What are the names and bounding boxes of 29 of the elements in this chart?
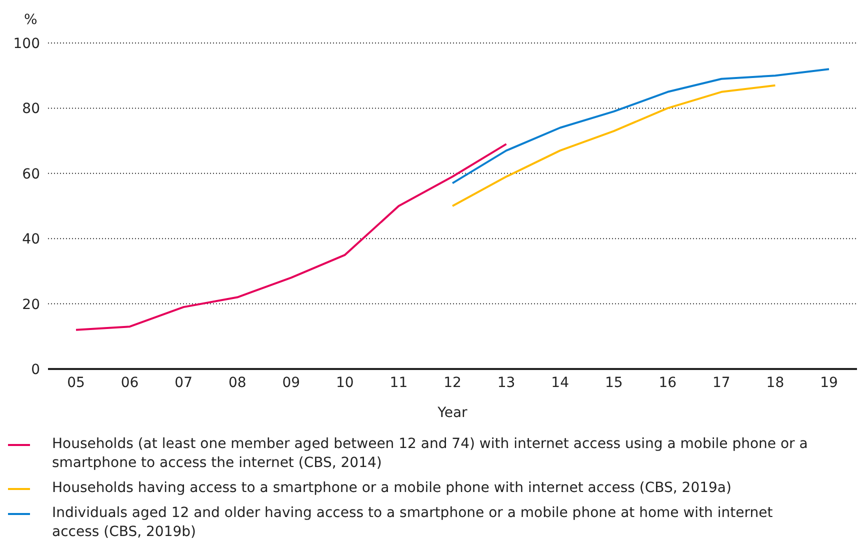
- line-series: [452, 84, 776, 207]
- legend-label: Individuals aged 12 and older having access to a smartphone or a mobile phone at home with internet access (CBS, 2019b): [52, 504, 774, 542]
- line-series: [75, 143, 508, 331]
- legend-label: Households (at least one member aged between 12 and 74) with internet access using a mobile phone or a smartphone to access the internet (CBS, 2014): [52, 435, 809, 473]
- x-tick-label: 10: [336, 374, 354, 391]
- legend-label: Households having access to a smartphone or a mobile phone with internet access (CBS, 2019a): [52, 479, 732, 498]
- y-tick-label: 80: [22, 101, 40, 118]
- x-tick-label: 17: [712, 374, 730, 391]
- x-tick-label: 18: [766, 374, 784, 391]
- x-tick-label: 14: [551, 374, 570, 391]
- x-tick-label: 15: [604, 374, 623, 391]
- x-tick-label: 12: [444, 374, 462, 391]
- y-tick-label: 100: [13, 36, 40, 52]
- x-tick-label: 11: [390, 374, 408, 391]
- x-tick-label: 19: [820, 374, 838, 391]
- x-tick-label: 07: [174, 374, 192, 391]
- x-tick-label: 13: [497, 374, 516, 391]
- x-tick-label: 05: [67, 374, 85, 391]
- y-axis-title: %: [24, 12, 38, 28]
- y-tick-label: 20: [22, 296, 40, 313]
- y-tick-label: 40: [22, 232, 40, 248]
- y-tick-label: 0: [31, 362, 40, 378]
- x-axis-title: Year: [436, 405, 468, 421]
- x-tick-label: 08: [228, 374, 246, 391]
- line-series: [452, 68, 830, 184]
- x-tick-label: 09: [282, 374, 300, 391]
- y-tick-label: 60: [22, 166, 40, 182]
- x-tick-label: 16: [658, 374, 677, 391]
- x-tick-label: 06: [120, 374, 139, 391]
